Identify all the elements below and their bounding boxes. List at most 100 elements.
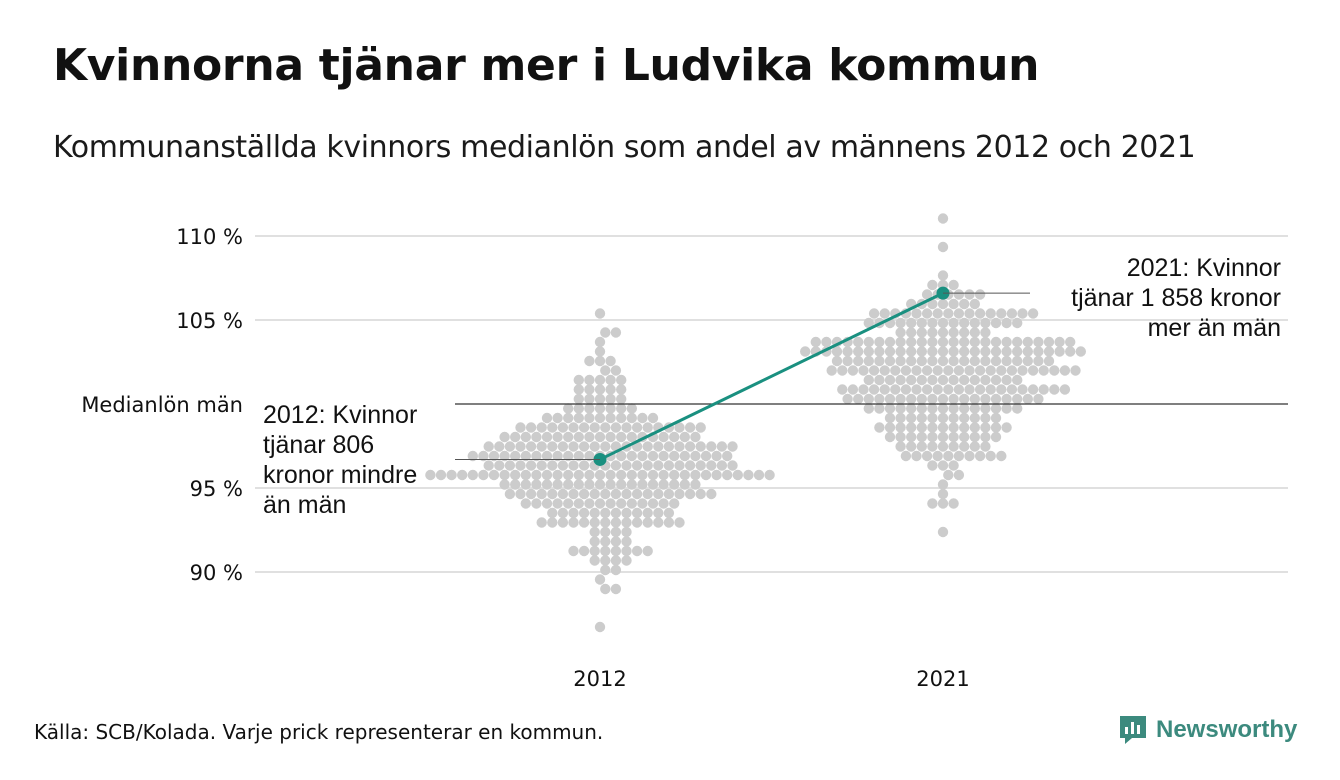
municipality-dot (594, 498, 606, 509)
municipality-dot (927, 441, 938, 452)
municipality-dot (621, 507, 632, 519)
municipality-dot (520, 469, 531, 481)
municipality-dot (647, 450, 659, 462)
municipality-dot (974, 308, 986, 319)
municipality-dot (895, 431, 906, 443)
municipality-dot (1006, 384, 1018, 395)
municipality-dot (594, 412, 606, 424)
municipality-dot (996, 450, 1007, 462)
municipality-dot (600, 422, 611, 433)
municipality-dot (520, 479, 531, 490)
municipality-dot (547, 488, 558, 500)
municipality-dot (589, 517, 600, 528)
municipality-dot (1017, 384, 1028, 395)
municipality-dot (642, 545, 653, 557)
municipality-dot (695, 422, 706, 433)
municipality-dot (594, 574, 606, 585)
municipality-dot (943, 450, 954, 462)
municipality-dot (669, 450, 680, 462)
municipality-dot (706, 441, 717, 452)
municipality-dot (494, 460, 505, 471)
municipality-dot (594, 346, 606, 357)
municipality-dot (1001, 355, 1012, 367)
municipality-dot (964, 289, 975, 300)
municipality-dot (727, 441, 738, 452)
municipality-dot (943, 384, 954, 395)
municipality-dot (879, 308, 890, 319)
municipality-dot (980, 403, 991, 414)
municipality-dot (964, 384, 975, 395)
municipality-dot (525, 422, 537, 433)
x-axis-tick-labels: 2012 2021 (573, 667, 969, 691)
x-tick-label: 2021 (916, 667, 969, 691)
municipality-dot (525, 488, 537, 500)
municipality-dot (921, 450, 933, 462)
municipality-dot (916, 403, 927, 414)
municipality-dot (647, 479, 659, 490)
municipality-dot (616, 384, 627, 395)
municipality-dot (943, 308, 954, 319)
municipality-dot (626, 412, 637, 424)
municipality-dot (483, 460, 494, 471)
municipality-dot (568, 517, 579, 528)
municipality-dot (706, 460, 717, 471)
municipality-dot (578, 441, 590, 452)
municipality-dot (948, 374, 959, 386)
municipality-dot (980, 441, 991, 452)
municipality-dot (990, 355, 1002, 367)
municipality-dot (531, 498, 542, 509)
municipality-dot (488, 450, 500, 462)
municipality-dot (980, 336, 991, 348)
municipality-dot (863, 374, 874, 386)
municipality-dot (906, 346, 917, 357)
reference-line-label: Medianlön män (81, 393, 243, 417)
municipality-dot (578, 488, 590, 500)
municipality-dot (1001, 422, 1012, 433)
municipality-dot (1033, 336, 1044, 348)
municipality-dot (573, 431, 584, 443)
municipality-dot (568, 460, 579, 471)
municipality-dot (874, 346, 885, 357)
municipality-dot (1006, 365, 1018, 376)
municipality-dot (853, 346, 864, 357)
municipality-dot (631, 488, 643, 500)
municipality-dot (536, 422, 547, 433)
municipality-dot (927, 498, 938, 509)
municipality-dot (916, 355, 927, 367)
municipality-dot (1027, 308, 1039, 319)
municipality-dot (990, 393, 1002, 405)
municipality-dot (584, 374, 595, 386)
municipality-dot (953, 365, 965, 376)
annotation-line: än män (263, 491, 346, 519)
municipality-dot (504, 488, 516, 500)
municipality-dot (563, 412, 574, 424)
brand-logo[interactable]: Newsworthy (1118, 714, 1297, 746)
municipality-dot (557, 507, 569, 519)
municipality-dot (478, 469, 489, 481)
newsworthy-logo-icon (1120, 716, 1146, 744)
municipality-dot (711, 469, 722, 481)
municipality-dot (916, 346, 927, 357)
municipality-dot (679, 479, 690, 490)
municipality-dot (589, 507, 600, 519)
municipality-dot (858, 365, 869, 376)
municipality-dot (626, 450, 637, 462)
municipality-dot (980, 317, 991, 329)
municipality-dot (959, 422, 970, 433)
municipality-dot (927, 336, 938, 348)
municipality-dot (584, 431, 595, 443)
municipality-dot (600, 564, 611, 576)
municipality-dot (1022, 355, 1033, 367)
municipality-dot (541, 469, 553, 481)
municipality-dot (578, 507, 590, 519)
municipality-dot (568, 545, 579, 557)
municipality-dot (647, 412, 659, 424)
municipality-dot (679, 469, 690, 481)
municipality-dot (953, 469, 965, 481)
municipality-dot (610, 507, 622, 519)
municipality-dot (1012, 403, 1023, 414)
municipality-dot (605, 431, 616, 443)
municipality-dot (948, 355, 959, 367)
reference-line-group: Medianlön män (81, 393, 1288, 417)
municipality-dot (642, 488, 653, 500)
